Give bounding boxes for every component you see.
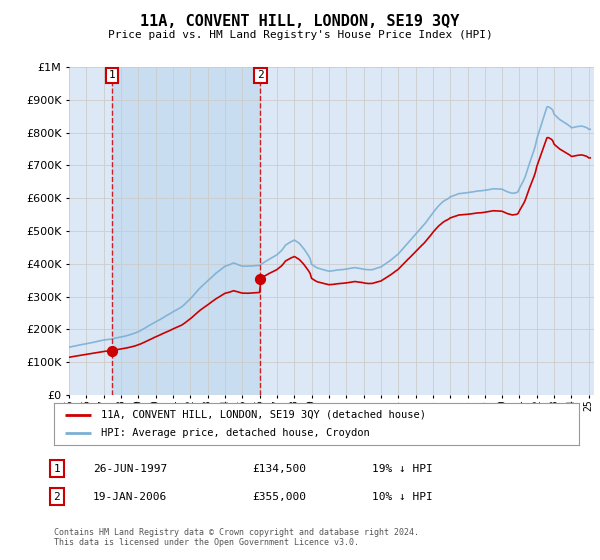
Text: 11A, CONVENT HILL, LONDON, SE19 3QY: 11A, CONVENT HILL, LONDON, SE19 3QY: [140, 14, 460, 29]
Text: Contains HM Land Registry data © Crown copyright and database right 2024.
This d: Contains HM Land Registry data © Crown c…: [54, 528, 419, 547]
Point: [256, 274, 265, 283]
Text: 10% ↓ HPI: 10% ↓ HPI: [372, 492, 433, 502]
Text: HPI: Average price, detached house, Croydon: HPI: Average price, detached house, Croy…: [101, 428, 370, 438]
Text: Price paid vs. HM Land Registry's House Price Index (HPI): Price paid vs. HM Land Registry's House …: [107, 30, 493, 40]
Text: £134,500: £134,500: [252, 464, 306, 474]
Text: 1: 1: [109, 71, 116, 81]
Text: 19% ↓ HPI: 19% ↓ HPI: [372, 464, 433, 474]
Text: 19-JAN-2006: 19-JAN-2006: [93, 492, 167, 502]
Text: 2: 2: [257, 71, 264, 81]
Text: 26-JUN-1997: 26-JUN-1997: [93, 464, 167, 474]
Text: 1: 1: [53, 464, 61, 474]
Point: [107, 346, 117, 355]
Text: 2: 2: [53, 492, 61, 502]
Text: 11A, CONVENT HILL, LONDON, SE19 3QY (detached house): 11A, CONVENT HILL, LONDON, SE19 3QY (det…: [101, 410, 426, 420]
Text: £355,000: £355,000: [252, 492, 306, 502]
Bar: [112, 67, 260, 395]
